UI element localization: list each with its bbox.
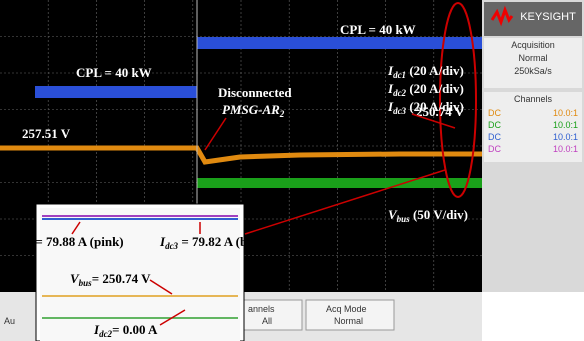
text-sub: 2 <box>279 109 285 119</box>
text-rest: (20 A/div) <box>406 63 464 78</box>
text-sub: bus <box>397 214 411 224</box>
annotation: CPL = 40 kW <box>340 22 416 37</box>
screenshot: KEYSIGHT Acquisition Normal 250kSa/s Cha… <box>0 0 584 341</box>
brand: KEYSIGHT <box>520 11 576 23</box>
text-sub: dc2 <box>393 88 406 98</box>
text-rest: (50 V/div) <box>410 207 468 222</box>
channel-coupling: DC <box>488 120 501 130</box>
text-rest: (20 A/div) <box>406 99 464 114</box>
softkey-label: Acq Mode <box>326 304 367 314</box>
channel-probe: 10.0:1 <box>553 108 578 118</box>
text-sub: dc1 <box>19 241 32 251</box>
trace-blue-after <box>197 37 482 49</box>
annotation: 257.51 V <box>22 126 71 141</box>
text-rest: = 250.74 V <box>92 271 151 286</box>
annotation: Disconnected <box>218 85 292 100</box>
trace-green <box>197 178 482 188</box>
acq-rate: 250kSa/s <box>514 66 552 76</box>
text-sub: dc3 <box>393 106 406 116</box>
annotation: CPL = 40 kW <box>76 65 152 80</box>
annotation: PMSG-AR2 <box>222 102 285 119</box>
trace-blue-before <box>35 86 197 98</box>
text-main: PMSG-AR <box>222 102 280 117</box>
channel-coupling: DC <box>488 132 501 142</box>
channel-probe: 10.0:1 <box>553 144 578 154</box>
channel-probe: 10.0:1 <box>553 132 578 142</box>
softkey-label: Normal <box>334 316 363 326</box>
text-rest: = 0.00 A <box>112 322 158 337</box>
channels-title: Channels <box>514 94 553 104</box>
text-rest: = 79.88 A (pink) <box>32 234 124 249</box>
acq-mode: Normal <box>518 53 547 63</box>
text-rest: (20 A/div) <box>406 81 464 96</box>
text-rest: = 79.82 A (blue) <box>178 234 268 249</box>
text-sub: dc1 <box>393 70 406 80</box>
channel-probe: 10.0:1 <box>553 120 578 130</box>
text-sub: dc3 <box>165 241 178 251</box>
softkey-label: All <box>262 316 272 326</box>
softkey-left: Au <box>4 316 15 326</box>
text-sub: dc2 <box>99 329 112 339</box>
text-sub: bus <box>79 278 93 288</box>
channel-coupling: DC <box>488 108 501 118</box>
acq-title: Acquisition <box>511 40 555 50</box>
softkey-label: annels <box>248 304 275 314</box>
channel-coupling: DC <box>488 144 501 154</box>
